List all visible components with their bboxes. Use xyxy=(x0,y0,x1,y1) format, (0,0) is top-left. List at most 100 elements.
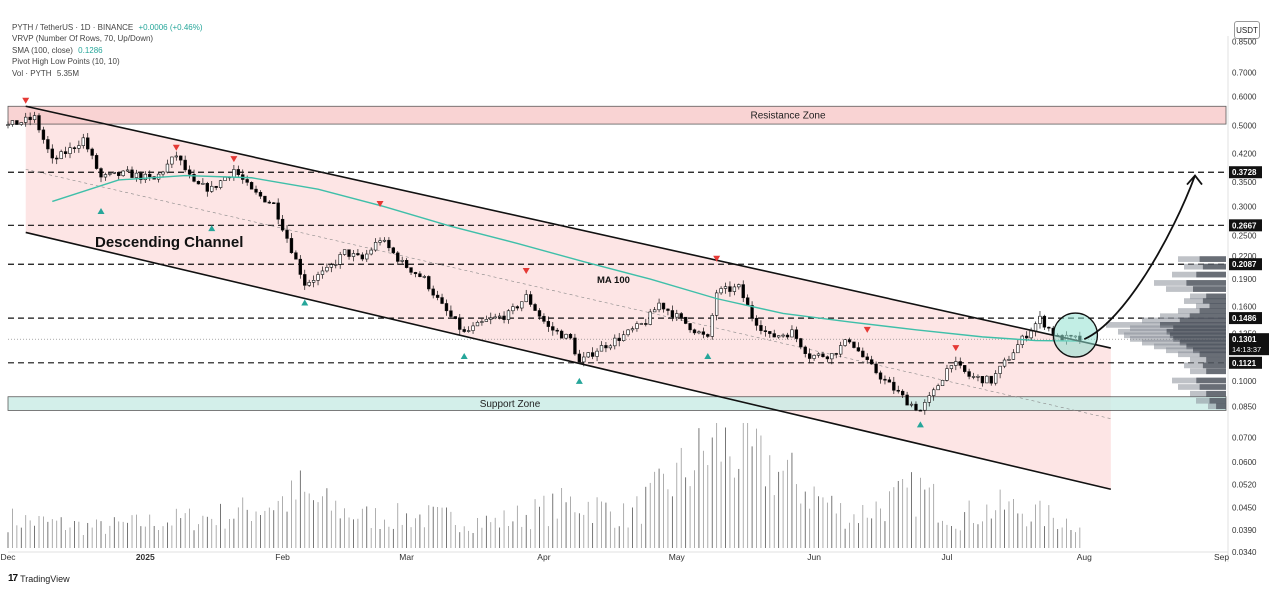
volume-value: 5.35M xyxy=(56,68,80,78)
candle-body xyxy=(874,363,878,374)
candle-body xyxy=(830,353,834,360)
candle-body xyxy=(980,376,985,384)
candle-body xyxy=(165,163,170,173)
candle-body xyxy=(923,402,927,411)
brand-label: TradingView xyxy=(20,573,70,584)
candle-body xyxy=(316,274,320,281)
legend-vrvp-row[interactable]: VRVP (Number Of Rows, 70, Up/Down) xyxy=(12,33,203,44)
volume-profile-bar-up-24 xyxy=(1199,384,1226,390)
candle-body xyxy=(365,253,369,260)
candle-body xyxy=(170,156,174,165)
candle-body xyxy=(192,174,196,182)
x-tick-label: Aug xyxy=(1077,552,1092,562)
legend-volume-row[interactable]: Vol · PYTH 5.35M xyxy=(12,68,203,79)
level-price-tag xyxy=(1229,356,1262,369)
candle-body xyxy=(954,361,958,366)
ma-label: MA 100 xyxy=(597,275,630,286)
currency-selector[interactable]: USDT xyxy=(1234,21,1260,39)
projection-arrowhead-icon xyxy=(1186,174,1203,186)
candle-body xyxy=(940,380,945,386)
y-tick-label: 0.3000 xyxy=(1232,203,1257,212)
candle-body xyxy=(493,316,497,319)
volume-profile-bar-up-20 xyxy=(1206,356,1226,363)
candle-body xyxy=(125,169,130,172)
candle-body xyxy=(1011,352,1016,360)
candle-body xyxy=(32,115,37,121)
candle-body xyxy=(745,297,750,306)
candle-body xyxy=(573,337,577,355)
candle-body xyxy=(799,338,803,348)
legend-sma-row[interactable]: SMA (100, close) 0.1286 xyxy=(12,45,203,56)
candle-body xyxy=(1042,315,1047,328)
candle-body xyxy=(236,169,240,175)
candle-body xyxy=(511,306,515,312)
candle-body xyxy=(528,294,533,305)
indicator-vrvp: VRVP (Number Of Rows, 70, Up/Down) xyxy=(12,34,154,44)
legend-pivot-row[interactable]: Pivot High Low Points (10, 10) xyxy=(12,56,203,67)
y-tick-label: 0.7000 xyxy=(1232,68,1257,77)
candle-body xyxy=(936,385,940,391)
candle-body xyxy=(635,323,639,329)
support-zone xyxy=(7,396,1227,411)
candle-body xyxy=(409,267,413,273)
candle-body xyxy=(391,247,396,254)
candle-body xyxy=(559,330,564,339)
pivot-low-marker xyxy=(97,207,105,214)
candle-body xyxy=(382,239,387,242)
candle-body xyxy=(356,253,360,256)
pivot-high-marker xyxy=(230,156,238,163)
candle-body xyxy=(861,350,865,358)
volume-profile-bar-up-3 xyxy=(1186,280,1226,286)
level-price-label: 0.1486 xyxy=(1232,314,1257,323)
candle-body xyxy=(387,239,391,249)
volume-profile-bar-up-17 xyxy=(1186,343,1226,350)
candle-body xyxy=(617,337,621,342)
candle-body xyxy=(856,347,861,352)
candle-body xyxy=(834,353,838,355)
candle-body xyxy=(41,129,46,140)
candle-body xyxy=(776,335,781,338)
candle-body xyxy=(989,375,993,384)
candle-body xyxy=(679,313,683,318)
candle-body xyxy=(537,310,542,317)
candle-body xyxy=(210,185,214,192)
pivot-high-marker xyxy=(713,255,721,262)
pivot-high-marker xyxy=(22,97,30,104)
volume-profile-bar-up-8 xyxy=(1199,308,1226,314)
candle-body xyxy=(320,270,325,275)
candle-body xyxy=(404,259,409,268)
volume-profile-bar-up-27 xyxy=(1216,403,1226,410)
candle-body xyxy=(59,151,63,159)
candle-body xyxy=(697,331,701,334)
candle-body xyxy=(143,173,147,180)
chart-legend: PYTH / TetherUS · 1D · BINANCE +0.0006 (… xyxy=(12,22,203,79)
candle-body xyxy=(994,373,998,384)
candle-body xyxy=(914,403,918,411)
candle-body xyxy=(205,183,209,192)
y-tick-label: 0.0520 xyxy=(1232,481,1257,490)
tradingview-brand[interactable]: 17 TradingView xyxy=(8,573,70,584)
legend-symbol-row[interactable]: PYTH / TetherUS · 1D · BINANCE +0.0006 (… xyxy=(12,22,203,33)
pivot-high-marker xyxy=(522,267,530,274)
pivot-high-marker xyxy=(172,144,180,151)
candle-body xyxy=(927,395,931,403)
candle-body xyxy=(790,329,794,338)
candle-body xyxy=(577,353,582,363)
volume-profile-bar-up-9 xyxy=(1189,313,1226,320)
candle-body xyxy=(400,259,404,262)
y-tick-label: 0.0340 xyxy=(1232,548,1257,557)
y-tick-label: 0.0700 xyxy=(1232,433,1257,442)
candle-body xyxy=(55,157,59,160)
candle-body xyxy=(883,378,887,381)
candle-body xyxy=(932,389,936,396)
candle-body xyxy=(909,403,914,406)
candle-body xyxy=(626,329,630,336)
candle-body xyxy=(298,258,302,275)
candle-body xyxy=(311,280,316,283)
candle-body xyxy=(692,329,697,334)
candle-body xyxy=(985,375,989,384)
candle-body xyxy=(524,294,528,303)
volume-profile-bar-up-2 xyxy=(1196,271,1226,278)
candle-body xyxy=(134,172,139,178)
